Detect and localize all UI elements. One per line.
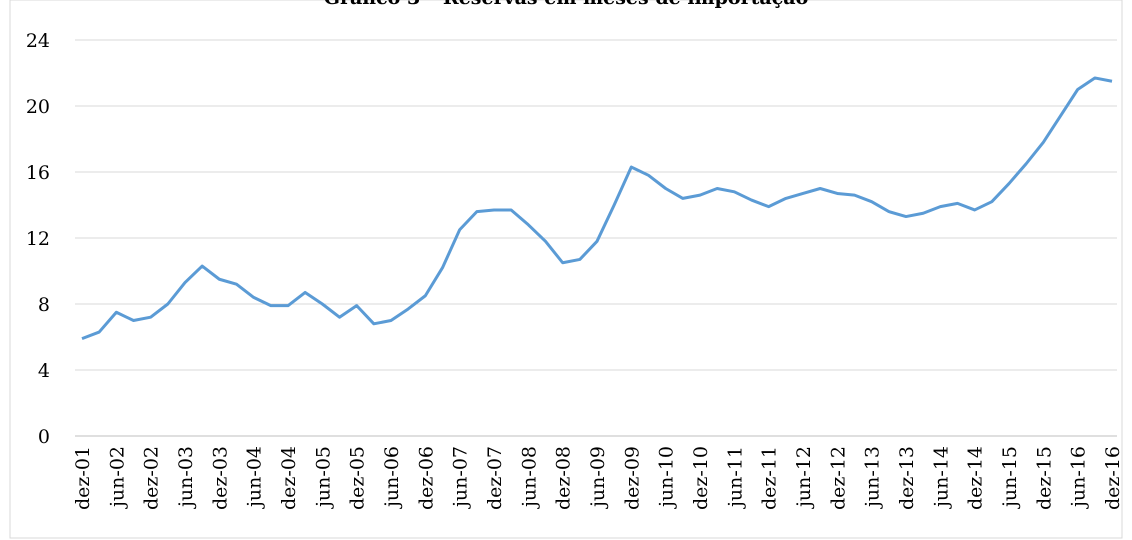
x-tick-label: jun-09 [587,446,609,509]
x-tick-label: dez-16 [1102,446,1124,510]
y-tick-label: 4 [38,360,50,382]
x-tick-label: jun-10 [656,446,678,509]
x-tick-label: jun-06 [381,446,403,509]
x-tick-label: jun-03 [175,446,197,509]
x-tick-label: dez-15 [1033,446,1055,510]
x-tick-label: dez-14 [965,446,987,510]
x-tick-label: jun-08 [518,446,540,509]
x-tick-label: jun-02 [106,446,128,509]
x-tick-label: dez-08 [553,446,575,510]
x-tick-label: dez-03 [209,446,231,510]
x-tick-label: dez-09 [621,446,643,510]
y-tick-label: 0 [38,426,50,448]
x-tick-label: dez-12 [827,446,849,510]
x-tick-label: dez-04 [278,446,300,510]
x-tick-label: jun-12 [793,446,815,509]
x-tick-label: dez-10 [690,446,712,510]
y-tick-label: 12 [26,228,50,250]
x-tick-label: jun-04 [244,446,266,509]
x-tick-label: jun-16 [1068,446,1090,509]
x-tick-label: dez-11 [759,446,781,510]
x-tick-label: jun-11 [724,446,746,509]
y-tick-label: 20 [26,96,50,118]
y-tick-label: 8 [38,294,50,316]
x-tick-label: jun-14 [930,446,952,509]
x-tick-label: dez-02 [141,446,163,510]
y-tick-label: 16 [26,162,50,184]
x-tick-label: dez-05 [347,446,369,510]
y-tick-label: 24 [26,30,50,52]
chart-title: Gráfico 3 – Reservas em meses de importa… [324,0,809,9]
x-tick-label: dez-06 [415,446,437,510]
line [81,76,1113,341]
x-tick-label: jun-15 [999,446,1021,509]
x-tick-label: jun-05 [312,446,334,509]
x-tick-label: dez-01 [72,446,94,510]
x-tick-label: dez-13 [896,446,918,510]
chart-frame [9,0,1123,539]
x-tick-label: dez-07 [484,446,506,510]
x-tick-label: jun-13 [862,446,884,509]
x-tick-label: jun-07 [450,446,472,509]
